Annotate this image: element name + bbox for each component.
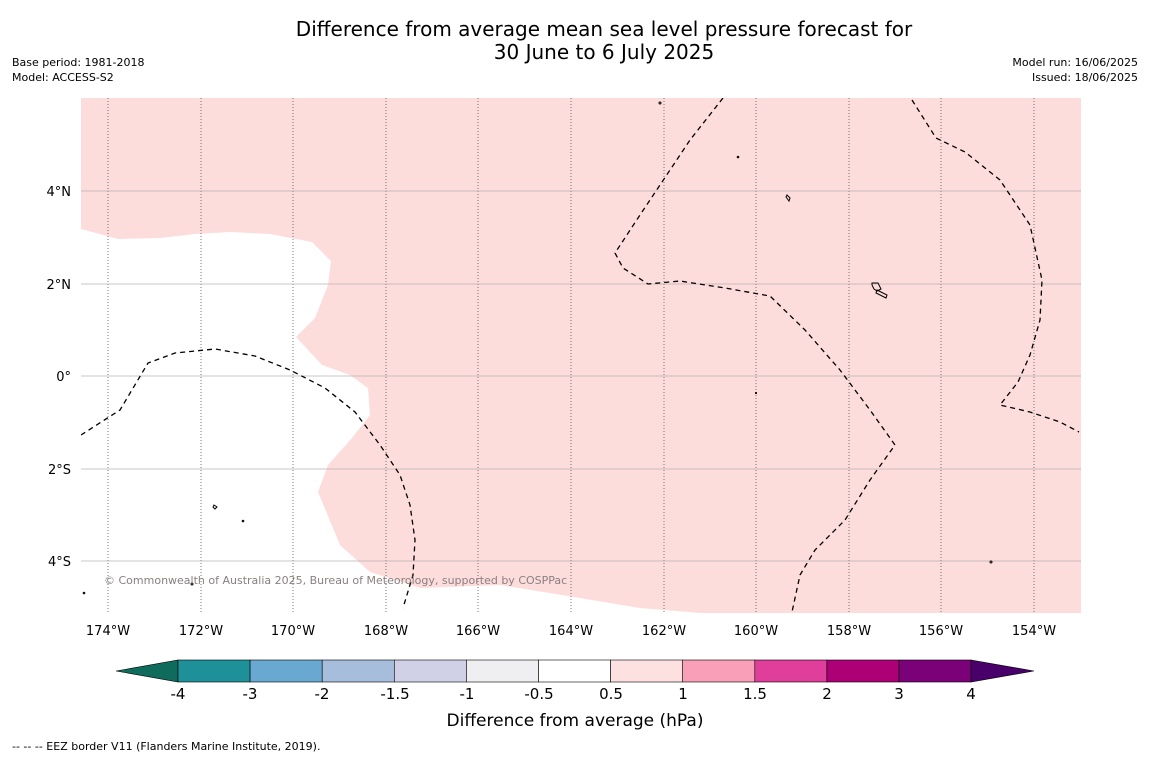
islands: [82, 101, 993, 595]
island: [190, 582, 194, 586]
island: [82, 591, 86, 595]
colorbar-tick-labels: -4 -3 -2 -1.5 -1 -0.5 0.5 1 1.5 2 3 4: [171, 685, 976, 703]
colorbar-segment: [177, 659, 251, 683]
colorbar-tick-label: -1: [460, 685, 475, 703]
colorbar-extend-min: [115, 659, 179, 683]
colorbar-segment: [610, 659, 683, 683]
lon-label: 160°W: [734, 624, 778, 639]
copyright-text: © Commonwealth of Australia 2025, Bureau…: [104, 574, 567, 587]
island: [785, 194, 791, 203]
lon-label: 168°W: [364, 624, 408, 639]
colorbar-tick-label: -4: [171, 685, 186, 703]
colorbar-tick-label: -1.5: [380, 685, 409, 703]
parallels: [81, 190, 1081, 562]
lon-label: 162°W: [642, 624, 686, 639]
island: [241, 519, 245, 523]
colorbar-segment: [754, 659, 828, 683]
colorbar-segment: [682, 659, 756, 683]
lon-label: 170°W: [271, 624, 315, 639]
lon-label: 158°W: [827, 624, 871, 639]
lon-label: 166°W: [456, 624, 500, 639]
colorbar-segment: [898, 659, 972, 683]
colorbar: [115, 659, 1035, 683]
island: [212, 504, 218, 510]
colorbar-tick-label: -2: [315, 685, 330, 703]
title-line-1: Difference from average mean sea level p…: [295, 17, 913, 41]
colorbar-segment: [538, 659, 611, 683]
lat-label: 2°N: [47, 278, 72, 293]
pressure-anomaly-region: [81, 98, 1081, 613]
colorbar-tick-label: -3: [243, 685, 258, 703]
colorbar-tick-label: 2: [822, 685, 832, 703]
island: [754, 391, 758, 395]
latitude-labels: 4°N 2°N 0° 2°S 4°S: [47, 185, 72, 570]
lat-label: 2°S: [48, 463, 71, 478]
colorbar-tick-label: 0.5: [599, 685, 623, 703]
island: [875, 289, 888, 299]
issued-text: Issued: 18/06/2025: [1031, 71, 1138, 84]
colorbar-tick-label: 1: [678, 685, 688, 703]
island: [736, 155, 740, 159]
colorbar-segment: [321, 659, 395, 683]
eez-border-west: [81, 348, 416, 609]
lon-label: 164°W: [549, 624, 593, 639]
colorbar-segment: [826, 659, 900, 683]
longitude-labels: 174°W 172°W 170°W 168°W 166°W 164°W 162°…: [86, 624, 1056, 639]
metadata-left: Base period: 1981-2018 Model: ACCESS-S2: [12, 55, 144, 85]
lat-label: 4°N: [47, 185, 72, 200]
metadata-right: Model run: 16/06/2025 Issued: 18/06/2025: [1012, 55, 1138, 85]
island: [658, 101, 662, 105]
colorbar-segment: [249, 659, 323, 683]
colorbar-extend-max: [970, 659, 1035, 683]
model-run-text: Model run: 16/06/2025: [1012, 56, 1138, 69]
eez-border-east: [911, 99, 1080, 433]
lon-label: 172°W: [179, 624, 223, 639]
colorbar-tick-label: 4: [966, 685, 976, 703]
colorbar-segment: [393, 659, 467, 683]
title-line-2: 30 June to 6 July 2025: [493, 40, 715, 64]
lon-label: 174°W: [86, 624, 130, 639]
chart-title: Difference from average mean sea level p…: [0, 18, 1150, 64]
colorbar-tick-label: 1.5: [743, 685, 767, 703]
base-period-text: Base period: 1981-2018: [12, 56, 145, 69]
lat-label: 0°: [56, 370, 71, 385]
meridians: [107, 98, 1035, 613]
footer-legend-note: -- -- -- EEZ border V11 (Flanders Marine…: [12, 740, 321, 753]
island: [989, 560, 993, 564]
model-text: Model: ACCESS-S2: [12, 71, 114, 84]
lon-label: 154°W: [1012, 624, 1056, 639]
colorbar-segment: [466, 659, 539, 683]
eez-borders: [81, 98, 1080, 613]
lon-label: 156°W: [919, 624, 963, 639]
colorbar-label: Difference from average (hPa): [447, 711, 704, 731]
lat-label: 4°S: [48, 555, 71, 570]
colorbar-tick-label: -0.5: [524, 685, 553, 703]
colorbar-tick-label: 3: [894, 685, 904, 703]
